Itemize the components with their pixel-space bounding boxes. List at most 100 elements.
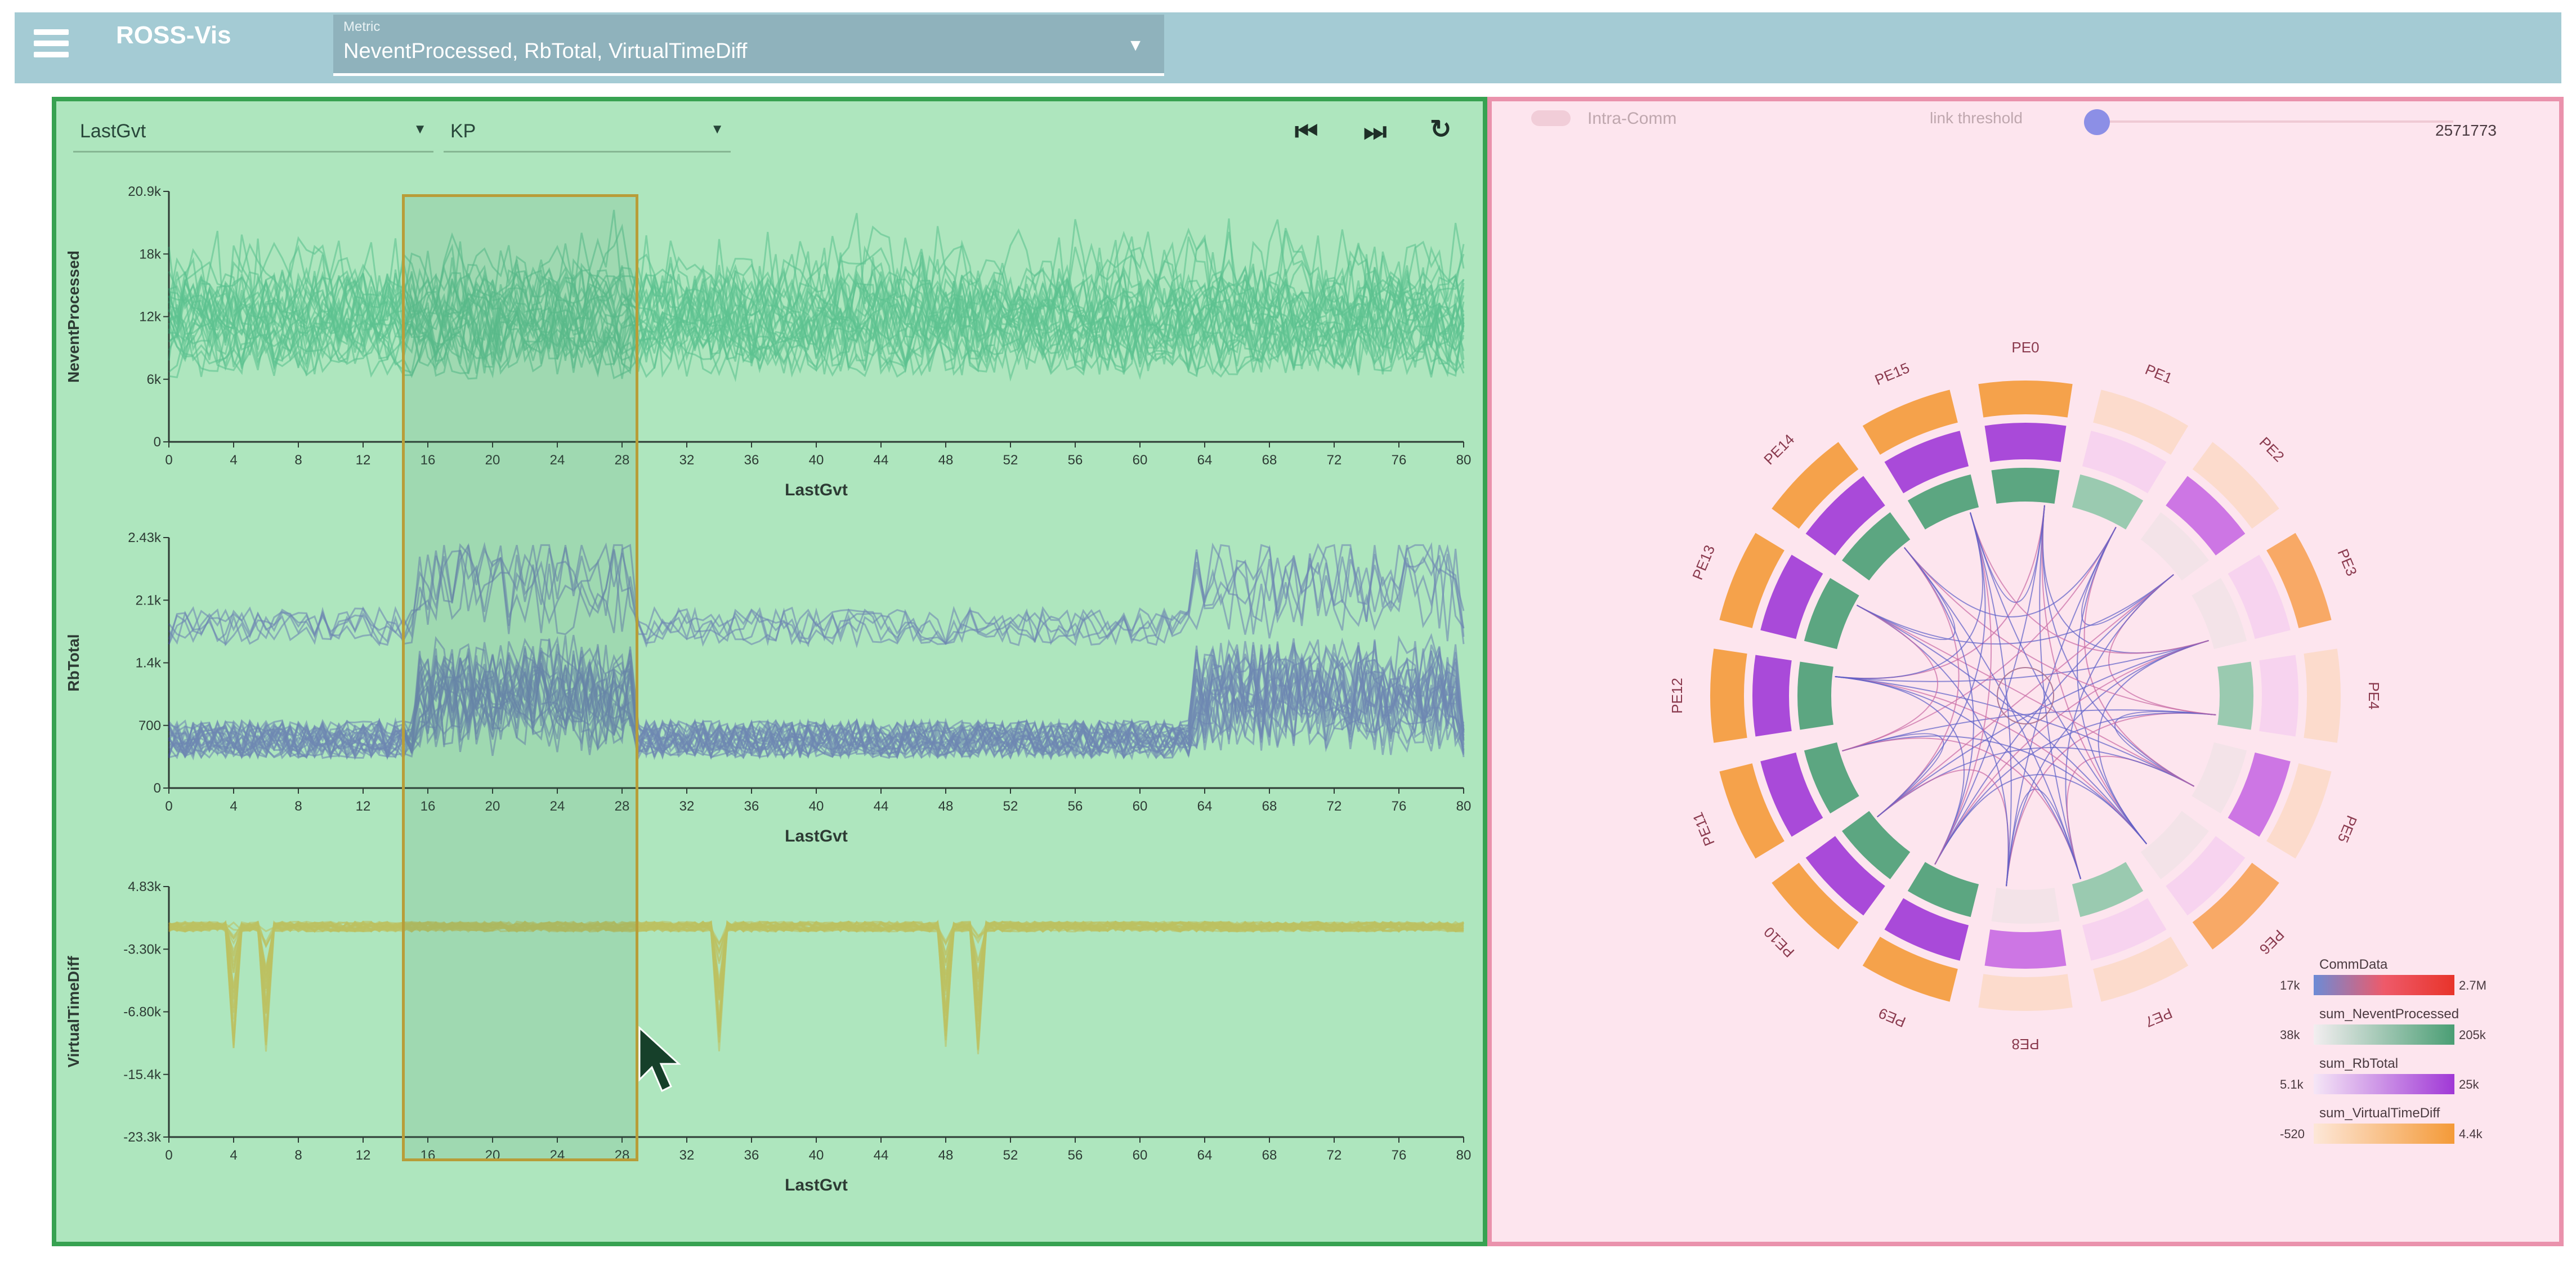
intra-comm-toggle[interactable] bbox=[1531, 110, 1571, 126]
virtualtimediff-ring-segment bbox=[2266, 532, 2332, 628]
virtualtimediff-ring-segment bbox=[1719, 532, 1785, 628]
legend-max: 2.7M bbox=[2459, 978, 2486, 992]
series-line bbox=[168, 267, 1465, 378]
pe-label: PE15 bbox=[1872, 359, 1912, 388]
chord-link bbox=[1904, 547, 2082, 879]
series-line bbox=[168, 640, 1465, 760]
legend-min: -520 bbox=[2280, 1127, 2305, 1141]
x-tick-label: 64 bbox=[1197, 453, 1213, 468]
series-line bbox=[168, 920, 1464, 1022]
rbtotal-ring-segment bbox=[1884, 431, 1969, 494]
series-line bbox=[168, 636, 1465, 759]
x-tick-label: 12 bbox=[356, 1148, 371, 1163]
neventprocessed-ring-segment bbox=[1907, 862, 1979, 918]
series-line bbox=[168, 920, 1464, 1032]
series-line bbox=[168, 209, 1465, 361]
chord-link bbox=[1969, 512, 2209, 654]
skip-previous-icon[interactable]: ⏮ bbox=[1295, 117, 1318, 146]
series-line bbox=[168, 920, 1464, 1041]
series-line bbox=[168, 654, 1465, 760]
x-tick-label: 60 bbox=[1133, 453, 1148, 468]
chord-link bbox=[2098, 639, 2209, 844]
chord-link bbox=[1835, 676, 2195, 787]
series-line bbox=[168, 638, 1465, 760]
series-line bbox=[168, 648, 1465, 760]
chord-link bbox=[1934, 639, 2209, 865]
time-range-selection[interactable] bbox=[402, 194, 638, 1161]
series-line bbox=[168, 228, 1465, 372]
y-axis-label: NeventProcessed bbox=[65, 250, 82, 383]
metric-select-label: Metric bbox=[343, 19, 381, 34]
group-dropdown[interactable]: KP ▼ bbox=[444, 107, 731, 153]
series-line bbox=[168, 636, 1465, 760]
x-tick-label: 32 bbox=[679, 453, 695, 468]
x-tick-label: 24 bbox=[550, 799, 565, 814]
neventprocessed-ring-segment bbox=[1797, 661, 1833, 730]
neventprocessed-ring-segment bbox=[2192, 742, 2247, 814]
x-axis-label: LastGvt bbox=[785, 481, 848, 499]
x-tick-label: 80 bbox=[1456, 453, 1472, 468]
chord-link bbox=[1969, 512, 2012, 887]
y-axis-label: RbTotal bbox=[65, 634, 82, 691]
legend-item: CommData 17k 2.7M bbox=[2280, 957, 2516, 1005]
series-line bbox=[168, 920, 1464, 1052]
x-tick-label: 12 bbox=[356, 799, 371, 814]
y-tick-label: 20.9k bbox=[128, 184, 162, 199]
pe-label: PE12 bbox=[1669, 678, 1685, 714]
series-line bbox=[168, 544, 1465, 646]
pe-label: PE13 bbox=[1689, 543, 1718, 582]
chord-link bbox=[1835, 505, 2045, 679]
rbtotal-ring-segment bbox=[1752, 655, 1792, 737]
series-line bbox=[168, 266, 1465, 380]
chord-link bbox=[1856, 605, 2195, 787]
x-tick-label: 40 bbox=[809, 453, 824, 468]
x-tick-label: 52 bbox=[1003, 1148, 1018, 1163]
mouse-cursor-icon bbox=[637, 1026, 688, 1096]
metric-select[interactable]: Metric NeventProcessed, RbTotal, Virtual… bbox=[333, 15, 1164, 76]
series-line bbox=[168, 543, 1465, 648]
chevron-down-icon: ▼ bbox=[710, 122, 724, 137]
skip-next-icon[interactable]: ⏭ bbox=[1363, 117, 1387, 146]
series-line bbox=[168, 639, 1465, 760]
series-line bbox=[168, 637, 1465, 760]
x-axis-dropdown[interactable]: LastGvt ▼ bbox=[73, 107, 433, 153]
series-line bbox=[168, 270, 1465, 378]
x-tick-label: 44 bbox=[874, 1148, 889, 1163]
rbtotal-ring-segment bbox=[1760, 752, 1823, 837]
neventprocessed-ring-segment bbox=[1907, 474, 1979, 530]
threshold-slider-track[interactable] bbox=[2093, 120, 2453, 123]
chevron-down-icon: ▼ bbox=[1127, 36, 1144, 55]
chord-link bbox=[2114, 711, 2216, 787]
x-tick-label: 68 bbox=[1262, 453, 1277, 468]
series-line bbox=[168, 267, 1465, 378]
y-tick-label: -15.4k bbox=[123, 1067, 162, 1082]
virtualtimediff-ring-segment bbox=[2192, 862, 2279, 950]
chevron-down-icon: ▼ bbox=[413, 122, 427, 137]
x-tick-label: 28 bbox=[615, 799, 630, 814]
threshold-slider-thumb[interactable] bbox=[2084, 109, 2110, 135]
pe-label: PE8 bbox=[2011, 1036, 2039, 1053]
x-tick-label: 60 bbox=[1133, 799, 1148, 814]
pe-label: PE6 bbox=[2256, 927, 2288, 958]
series-line bbox=[168, 638, 1465, 760]
legend-title: sum_RbTotal bbox=[2319, 1056, 2399, 1071]
virtualtimediff-ring-segment bbox=[1772, 442, 1859, 529]
pe-label: PE2 bbox=[2256, 433, 2288, 465]
series-line bbox=[168, 269, 1465, 378]
x-tick-label: 44 bbox=[874, 799, 889, 814]
chord-link bbox=[2039, 505, 2082, 879]
series-line bbox=[168, 919, 1464, 1037]
chord-link bbox=[1934, 574, 2174, 865]
series-line bbox=[168, 920, 1465, 1045]
chord-link bbox=[1969, 512, 2147, 844]
series-line bbox=[168, 644, 1465, 760]
series-line bbox=[168, 920, 1464, 1042]
y-tick-label: 18k bbox=[139, 247, 162, 262]
menu-icon[interactable] bbox=[34, 24, 81, 57]
x-tick-label: 80 bbox=[1456, 1148, 1472, 1163]
chart-virtualtimediff: 0 4 8 12 16 20 24 28 32 36 40 44 48 52 56 60 64 68 72 76 80-… bbox=[65, 879, 1471, 1194]
virtualtimediff-ring-segment bbox=[1772, 862, 1859, 950]
neventprocessed-ring-segment bbox=[2192, 578, 2247, 650]
app-title: ROSS-Vis bbox=[116, 21, 231, 49]
refresh-icon[interactable]: ↻ bbox=[1430, 114, 1452, 144]
